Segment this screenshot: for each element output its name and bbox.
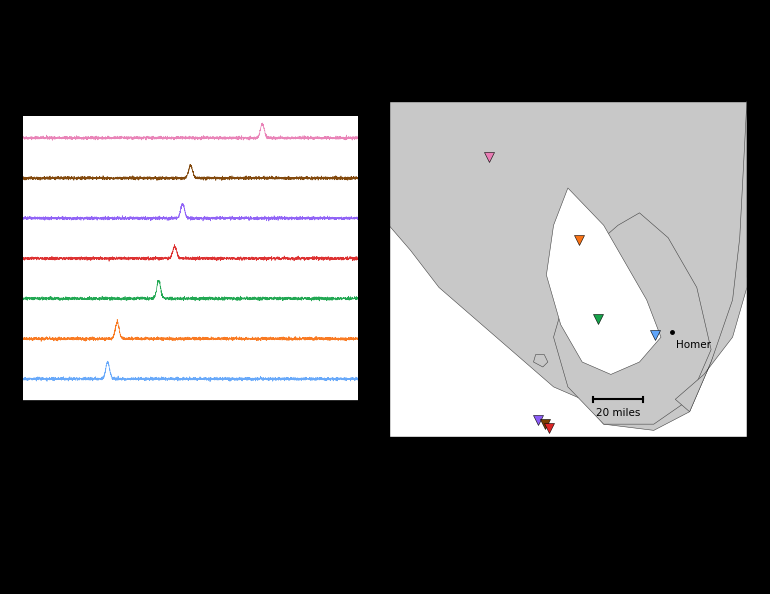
Polygon shape (547, 188, 661, 374)
Text: Homer: Homer (676, 340, 711, 350)
Text: 20 miles: 20 miles (596, 408, 640, 418)
Polygon shape (554, 213, 711, 424)
Polygon shape (675, 101, 747, 412)
Polygon shape (534, 355, 547, 367)
Polygon shape (389, 101, 747, 431)
